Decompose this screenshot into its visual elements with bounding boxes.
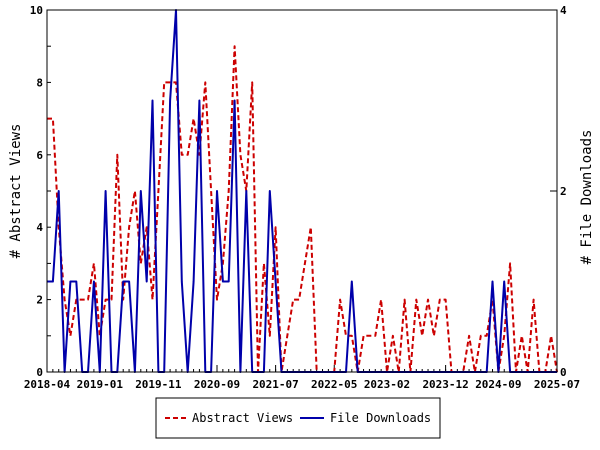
y-tick-label: 8 bbox=[36, 76, 43, 89]
plot-area-frame bbox=[46, 9, 558, 373]
series-line-file-downloads bbox=[47, 9, 557, 373]
y-tick-label: 2 bbox=[36, 294, 43, 307]
x-tick-label: 2019-11 bbox=[135, 378, 182, 391]
series-line-abstract-views bbox=[47, 45, 558, 373]
y-tick-label: 10 bbox=[30, 4, 43, 17]
y2-tick-label: 4 bbox=[560, 4, 567, 17]
x-tick-label: 2020-09 bbox=[194, 378, 240, 391]
y-axis-title: # Abstract Views bbox=[8, 124, 24, 259]
x-tick-label: 2025-07 bbox=[534, 378, 580, 391]
y2-axis-title: # File Downloads bbox=[579, 130, 595, 265]
y-tick-label: 6 bbox=[36, 149, 43, 162]
x-tick-label: 2021-07 bbox=[252, 378, 298, 391]
y-tick-label: 0 bbox=[36, 366, 43, 379]
x-tick-label: 2019-01 bbox=[77, 378, 124, 391]
legend-label-abstract-views: Abstract Views bbox=[192, 411, 293, 425]
series-layer bbox=[47, 9, 558, 373]
y2-tick-label: 2 bbox=[560, 185, 567, 198]
x-tick-label: 2018-04 bbox=[24, 378, 71, 391]
x-axis-ticks: 2018-04 2019-01 2019-11 2020-09 2021-07 2022-… bbox=[24, 365, 580, 391]
y-axis-ticks: 0 2 4 6 8 10 bbox=[30, 4, 51, 379]
x-tick-label: 2023-02 bbox=[364, 378, 410, 391]
y-tick-label: 4 bbox=[36, 221, 43, 234]
y2-axis-ticks: 0 2 4 bbox=[550, 4, 567, 379]
x-tick-label: 2022-05 bbox=[311, 378, 357, 391]
x-tick-label: 2024-09 bbox=[475, 378, 521, 391]
legend-label-file-downloads: File Downloads bbox=[330, 411, 431, 425]
y2-tick-label: 0 bbox=[560, 366, 567, 379]
x-tick-label: 2023-12 bbox=[422, 378, 468, 391]
legend-box bbox=[155, 397, 441, 439]
legend: Abstract Views File Downloads bbox=[155, 397, 441, 439]
